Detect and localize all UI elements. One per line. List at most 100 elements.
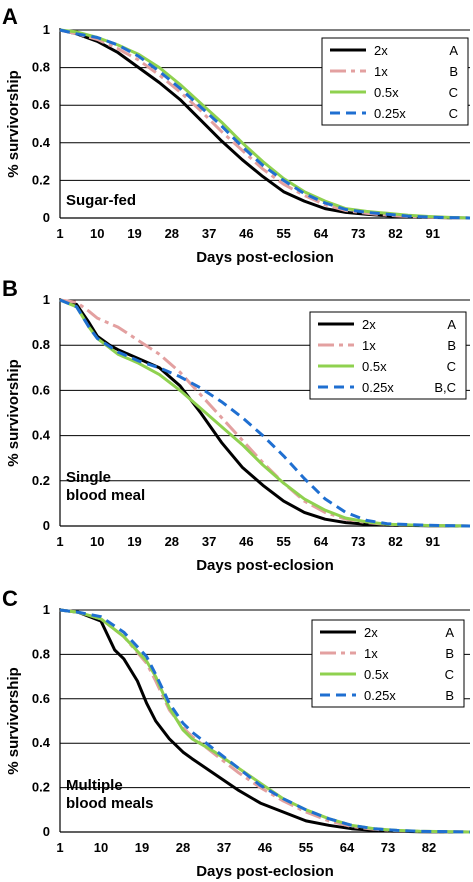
- x-tick-label: 55: [276, 534, 290, 549]
- series-line-2x: [59, 608, 471, 834]
- legend: 2x A 1x B 0.5x C 0.25x B,C: [309, 311, 467, 400]
- y-tick-label: 1: [43, 602, 50, 617]
- x-tick-label: 64: [314, 534, 329, 549]
- x-tick-label: 91: [425, 534, 439, 549]
- legend-significance-letter: C: [449, 85, 458, 100]
- series-line-0.25x: [59, 28, 471, 220]
- x-tick-label: 55: [299, 840, 313, 855]
- series-line-0.25x: [59, 298, 471, 528]
- x-tick-label: 55: [276, 226, 290, 241]
- legend-box: [321, 37, 469, 126]
- x-tick-label: 10: [90, 226, 104, 241]
- x-tick-label: 64: [314, 226, 329, 241]
- y-tick-label: 0: [43, 210, 50, 225]
- x-tick-label: 19: [127, 534, 141, 549]
- legend-series-name: 0.5x: [362, 359, 387, 374]
- legend-significance-letter: C: [447, 359, 456, 374]
- y-tick-label: 0.6: [32, 691, 50, 706]
- legend-box: [311, 619, 465, 708]
- x-tick-label: 73: [381, 840, 395, 855]
- condition-label: Single: [66, 469, 111, 486]
- x-tick-label: 91: [425, 226, 439, 241]
- condition-label: blood meal: [66, 487, 145, 504]
- y-axis-title: % survivorship: [5, 359, 22, 467]
- legend-significance-letter: A: [445, 625, 454, 640]
- series-line-0.5x: [59, 608, 471, 834]
- legend-series-name: 0.25x: [364, 688, 396, 703]
- legend-series-name: 2x: [362, 317, 376, 332]
- legend: 2x A 1x B 0.5x C 0.25x B: [311, 619, 465, 708]
- x-tick-label: 82: [422, 840, 436, 855]
- x-tick-label: 10: [90, 534, 104, 549]
- x-axis-title: Days post-eclosion: [196, 557, 334, 574]
- y-tick-label: 0.8: [32, 337, 50, 352]
- x-tick-label: 82: [388, 226, 402, 241]
- legend-box: [309, 311, 467, 400]
- x-tick-label: 1: [56, 840, 63, 855]
- series-line-0.5x: [59, 298, 471, 528]
- legend-significance-letter: B,C: [434, 380, 456, 395]
- panel-letter: C: [2, 586, 18, 611]
- x-tick-label: 46: [239, 226, 253, 241]
- y-tick-label: 0.8: [32, 646, 50, 661]
- legend-series-name: 0.5x: [364, 667, 389, 682]
- y-tick-label: 0.6: [32, 97, 50, 112]
- x-tick-label: 28: [165, 534, 179, 549]
- x-tick-label: 28: [165, 226, 179, 241]
- legend-series-name: 0.25x: [362, 380, 394, 395]
- x-tick-label: 10: [94, 840, 108, 855]
- y-tick-label: 0.4: [32, 428, 51, 443]
- legend-significance-letter: C: [445, 667, 454, 682]
- y-tick-label: 1: [43, 22, 50, 37]
- panel-letter: B: [2, 276, 18, 301]
- legend-significance-letter: B: [447, 338, 456, 353]
- y-tick-label: 0.2: [32, 473, 50, 488]
- legend-significance-letter: B: [449, 64, 458, 79]
- y-tick-label: 0.2: [32, 780, 50, 795]
- x-tick-label: 64: [340, 840, 355, 855]
- y-tick-label: 0.8: [32, 60, 50, 75]
- legend: 2x A 1x B 0.5x C 0.25x C: [321, 37, 469, 126]
- panel-a: A 0 0.2 0.4 0.6 0.8 1 1 10 19 28 37 46 55 64 73 82 91 Days…: [2, 4, 471, 266]
- condition-label: Sugar-fed: [66, 192, 136, 209]
- y-axis-title: % survivorship: [5, 70, 22, 178]
- x-tick-label: 73: [351, 534, 365, 549]
- y-tick-label: 0.6: [32, 382, 50, 397]
- x-tick-label: 1: [56, 226, 63, 241]
- x-axis-title: Days post-eclosion: [196, 863, 334, 880]
- legend-series-name: 2x: [364, 625, 378, 640]
- x-tick-label: 37: [202, 226, 216, 241]
- legend-series-name: 2x: [374, 43, 388, 58]
- x-tick-label: 1: [56, 534, 63, 549]
- y-axis-title: % survivorship: [5, 667, 22, 775]
- legend-significance-letter: B: [445, 646, 454, 661]
- series-line-2x: [59, 298, 471, 528]
- legend-significance-letter: A: [449, 43, 458, 58]
- legend-series-name: 0.5x: [374, 85, 399, 100]
- condition-label: Multiple: [66, 777, 123, 794]
- y-tick-label: 0: [43, 518, 50, 533]
- y-tick-label: 0.2: [32, 172, 50, 187]
- condition-label: blood meals: [66, 795, 154, 812]
- y-tick-label: 1: [43, 292, 50, 307]
- panel-c: C 0 0.2 0.4 0.6 0.8 1 1 10 19 28 37 46 55 64 73 82 Days p…: [2, 586, 471, 880]
- x-tick-label: 19: [127, 226, 141, 241]
- panel-b: B 0 0.2 0.4 0.6 0.8 1 1 10 19 28 37 46 55 64 73 82 91 Days…: [2, 276, 471, 574]
- legend-series-name: 1x: [362, 338, 376, 353]
- legend-series-name: 0.25x: [374, 106, 406, 121]
- legend-series-name: 1x: [374, 64, 388, 79]
- legend-significance-letter: C: [449, 106, 458, 121]
- y-tick-label: 0.4: [32, 735, 51, 750]
- legend-significance-letter: A: [447, 317, 456, 332]
- x-tick-label: 37: [217, 840, 231, 855]
- x-tick-label: 37: [202, 534, 216, 549]
- y-tick-label: 0: [43, 824, 50, 839]
- x-tick-label: 46: [258, 840, 272, 855]
- x-tick-label: 73: [351, 226, 365, 241]
- x-tick-label: 19: [135, 840, 149, 855]
- x-tick-label: 28: [176, 840, 190, 855]
- x-tick-label: 82: [388, 534, 402, 549]
- x-tick-label: 46: [239, 534, 253, 549]
- y-tick-label: 0.4: [32, 135, 51, 150]
